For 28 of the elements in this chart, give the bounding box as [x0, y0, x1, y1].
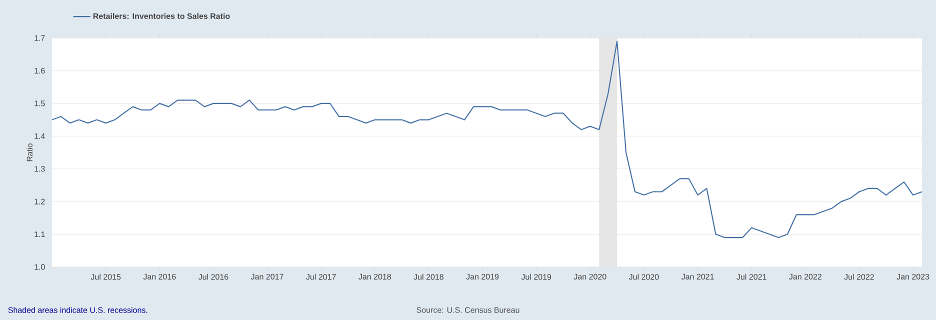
x-tick-label: Jan 2018	[358, 274, 391, 280]
y-tick-label: 1.1	[34, 232, 45, 238]
x-tick-label: Jan 2021	[681, 274, 714, 280]
y-tick-label: 1.7	[34, 35, 45, 41]
x-tick-label: Jul 2021	[736, 274, 766, 280]
y-tick-label: 1.3	[34, 166, 45, 172]
x-tick-label: Jan 2022	[789, 274, 822, 280]
legend-label: Retailers: Inventories to Sales Ratio	[93, 13, 230, 19]
text: Shaded areas indicate U.S. recessions.	[8, 307, 148, 313]
y-tick-label: 1.4	[34, 133, 45, 139]
x-tick-label: Jul 2017	[306, 274, 336, 280]
x-tick-label: Jul 2018	[414, 274, 444, 280]
x-tick-label: Jul 2022	[844, 274, 874, 280]
y-tick-label: 1.6	[34, 68, 45, 74]
x-tick-label: Jan 2017	[250, 274, 284, 280]
source-note: Source: U.S. Census Bureau	[416, 307, 520, 313]
x-tick-label: Jan 2016	[143, 274, 176, 280]
x-tick-label: Jan 2019	[466, 274, 499, 280]
x-tick-label: Jul 2019	[521, 274, 552, 280]
x-tick-label: Jul 2020	[628, 274, 659, 280]
y-axis-title: Ratio	[26, 144, 32, 162]
x-tick-label: Jul 2016	[198, 274, 228, 280]
x-tick-label: Jan 2020	[574, 274, 606, 280]
y-tick-label: 1.2	[34, 198, 45, 204]
x-tick-label: Jul 2015	[90, 274, 121, 280]
x-tick-label: Jan 2023	[896, 274, 930, 280]
y-tick-label: 1.0	[34, 264, 45, 270]
y-tick-label: 1.5	[34, 100, 45, 106]
